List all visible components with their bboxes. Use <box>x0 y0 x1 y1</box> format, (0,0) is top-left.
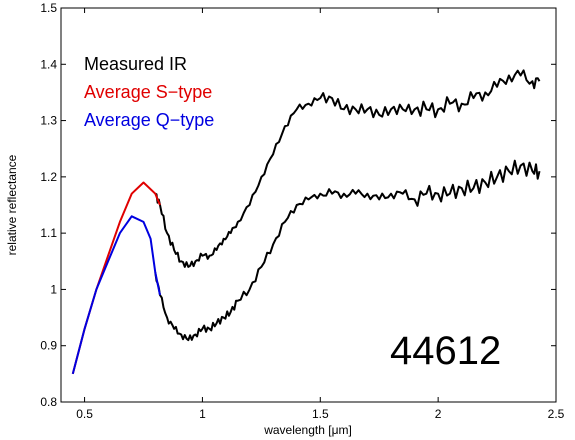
series-line-measured-ir <box>154 69 541 268</box>
legend: Measured IR Average S−type Average Q−typ… <box>84 54 214 130</box>
plot-frame <box>60 7 557 403</box>
x-tick-label: 2 <box>435 407 442 421</box>
x-tick-label: 1.5 <box>312 407 329 421</box>
y-tick-label: 0.9 <box>40 339 57 353</box>
x-tick-label: 1 <box>199 407 206 421</box>
legend-item-q-type: Average Q−type <box>84 110 214 130</box>
legend-item-s-type: Average S−type <box>84 82 212 102</box>
y-tick-label: 1.3 <box>40 114 57 128</box>
series-layer <box>71 69 541 375</box>
y-tick-label: 0.8 <box>40 395 57 409</box>
y-tick-label: 1.4 <box>40 57 57 71</box>
legend-item-measured-ir: Measured IR <box>84 54 187 74</box>
y-tick-label: 1.1 <box>40 226 57 240</box>
x-tick-label: 0.5 <box>76 407 93 421</box>
y-axis-label: relative reflectance <box>5 154 19 255</box>
axes-layer: 0.5 1 1.5 2 2.5 0.8 0.9 1 1.1 1.2 1.3 1.4 1.5 <box>40 1 564 421</box>
y-tick-label: 1.2 <box>40 170 57 184</box>
series-line-measured-ir <box>154 159 541 342</box>
asteroid-id-annotation: 44612 <box>390 329 501 373</box>
y-tick-label: 1 <box>50 282 57 296</box>
x-axis-label: wavelength [μm] <box>263 423 352 437</box>
series-line-average-q-type <box>71 215 161 375</box>
y-tick-label: 1.5 <box>40 1 57 15</box>
x-tick-label: 2.5 <box>548 407 565 421</box>
